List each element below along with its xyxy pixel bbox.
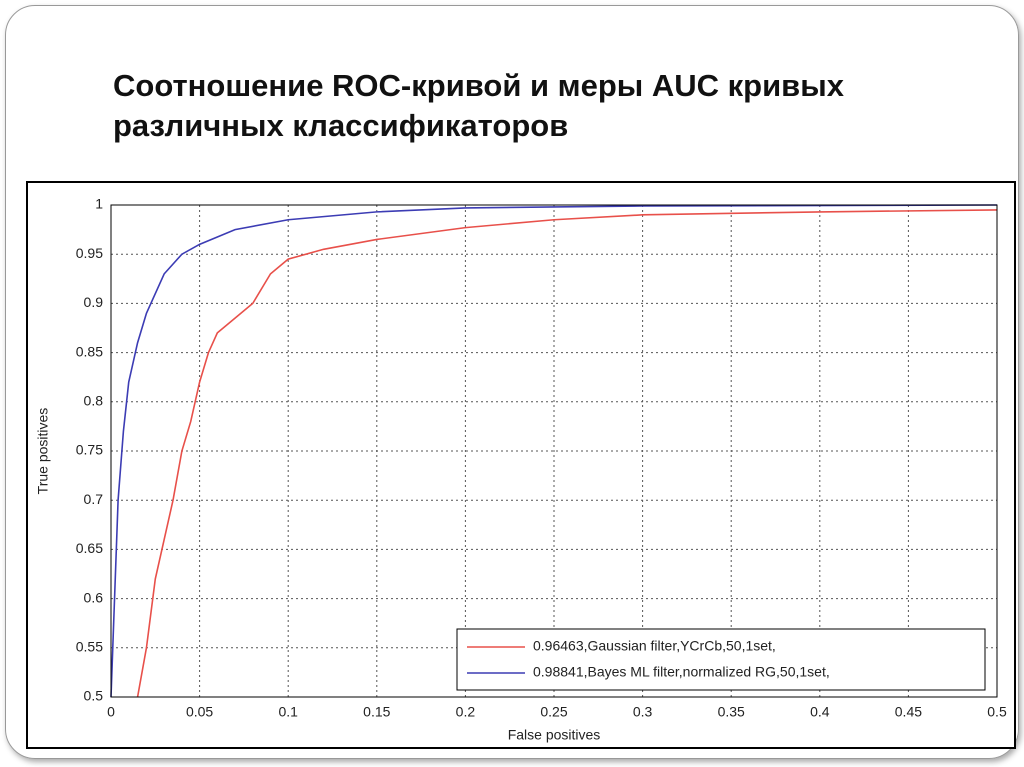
x-tick-label: 0.5 xyxy=(987,704,1007,720)
y-tick-label: 0.95 xyxy=(76,245,103,261)
slide xyxy=(5,5,1019,759)
x-tick-label: 0.1 xyxy=(278,704,298,720)
x-tick-label: 0.15 xyxy=(363,704,390,720)
y-tick-label: 0.7 xyxy=(84,491,104,507)
x-axis-label: False positives xyxy=(508,727,601,743)
roc-curve xyxy=(110,204,998,698)
x-tick-label: 0.25 xyxy=(540,704,567,720)
x-tick-label: 0.3 xyxy=(633,704,653,720)
y-tick-label: 0.75 xyxy=(76,442,103,458)
x-tick-label: 0.2 xyxy=(456,704,476,720)
slide-title: Соотношение ROC-кривой и меры AUC кривых… xyxy=(113,68,844,143)
x-tick-label: 0.35 xyxy=(718,704,745,720)
legend xyxy=(456,628,986,691)
legend-label: 0.96463,Gaussian filter,YCrCb,50,1set, xyxy=(533,638,776,654)
x-tick-label: 0.45 xyxy=(895,704,922,720)
y-tick-label: 0.8 xyxy=(84,393,104,409)
y-tick-label: 0.6 xyxy=(84,589,104,605)
x-tick-label: 0 xyxy=(107,704,115,720)
y-tick-label: 0.5 xyxy=(84,688,104,704)
roc-curve xyxy=(136,209,998,698)
y-tick-label: 0.9 xyxy=(84,294,104,310)
y-tick-label: 0.55 xyxy=(76,639,103,655)
plot-border xyxy=(110,204,998,698)
x-tick-label: 0.4 xyxy=(810,704,830,720)
y-tick-label: 0.85 xyxy=(76,343,103,359)
x-tick-label: 0.05 xyxy=(186,704,213,720)
legend-label: 0.98841,Bayes ML filter,normalized RG,50… xyxy=(533,664,830,680)
y-tick-label: 0.65 xyxy=(76,540,103,556)
y-axis-label: True positives xyxy=(35,408,51,495)
y-tick-label: 1 xyxy=(95,196,103,212)
